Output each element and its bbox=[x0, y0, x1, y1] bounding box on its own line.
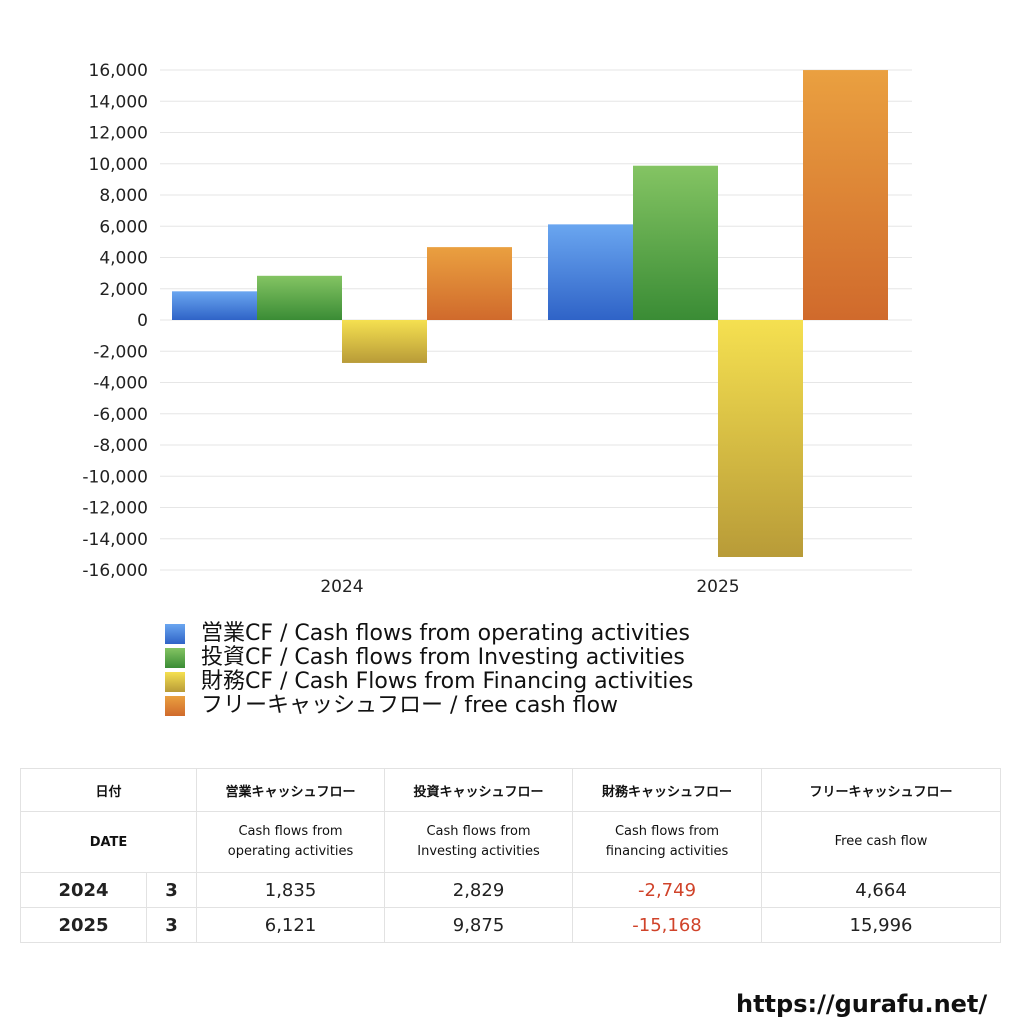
header-investing-ja: 投資キャッシュフロー bbox=[384, 768, 574, 812]
bar-operating-2025 bbox=[548, 224, 633, 320]
y-tick-label: 8,000 bbox=[99, 186, 148, 206]
cash-flow-table: 日付 営業キャッシュフロー 投資キャッシュフロー 財務キャッシュフロー フリーキ… bbox=[19, 768, 1002, 943]
row-year: 2024 bbox=[20, 872, 147, 908]
row-month: 3 bbox=[145, 907, 198, 943]
bar-investing-2025 bbox=[633, 165, 718, 320]
header-date-en: DATE bbox=[19, 811, 198, 873]
legend-item-operating: 営業CF / Cash flows from operating activit… bbox=[165, 622, 693, 646]
bar-financing-2025 bbox=[718, 320, 803, 557]
y-tick-label: 4,000 bbox=[99, 249, 148, 269]
legend-label-operating: 営業CF / Cash flows from operating activit… bbox=[201, 621, 690, 646]
header-financing-en: Cash flows from financing activities bbox=[572, 811, 763, 873]
y-tick-label: -16,000 bbox=[82, 561, 148, 581]
table-row: 2025 3 6,121 9,875 -15,168 15,996 bbox=[20, 907, 1002, 943]
y-tick-label: -8,000 bbox=[93, 436, 148, 456]
y-tick-label: 16,000 bbox=[89, 61, 148, 81]
y-tick-label: 12,000 bbox=[89, 124, 148, 144]
row-operating: 6,121 bbox=[196, 907, 386, 943]
header-investing-en: Cash flows from Investing activities bbox=[384, 811, 574, 873]
header-operating-en: Cash flows from operating activities bbox=[196, 811, 386, 873]
x-axis: 2024 2025 bbox=[320, 577, 739, 597]
y-tick-label: -10,000 bbox=[82, 467, 148, 487]
y-axis: 16,000 14,000 12,000 10,000 8,000 6,000 4,000 2… bbox=[82, 61, 148, 581]
legend-item-free: フリーキャッシュフロー / free cash flow bbox=[165, 694, 693, 718]
legend: 営業CF / Cash flows from operating activit… bbox=[165, 622, 693, 718]
header-free-ja: フリーキャッシュフロー bbox=[761, 768, 1002, 812]
y-tick-label: -14,000 bbox=[82, 530, 148, 550]
bar-financing-2024 bbox=[342, 320, 427, 363]
cash-flow-chart: 16,000 14,000 12,000 10,000 8,000 6,000 4,000 2… bbox=[82, 61, 912, 597]
bar-investing-2024 bbox=[257, 275, 342, 320]
header-financing-ja: 財務キャッシュフロー bbox=[572, 768, 763, 812]
legend-swatch-free bbox=[165, 696, 185, 716]
y-tick-label: 10,000 bbox=[89, 155, 148, 175]
y-tick-label: 14,000 bbox=[89, 92, 148, 112]
y-tick-label: 2,000 bbox=[99, 280, 148, 300]
x-tick-label: 2024 bbox=[320, 577, 363, 597]
legend-swatch-financing bbox=[165, 672, 185, 692]
row-year: 2025 bbox=[20, 907, 147, 943]
y-tick-label: 0 bbox=[137, 311, 148, 331]
header-date-ja: 日付 bbox=[19, 768, 198, 812]
row-free: 15,996 bbox=[761, 907, 1002, 943]
legend-label-financing: 財務CF / Cash Flows from Financing activit… bbox=[201, 669, 694, 694]
y-tick-label: -12,000 bbox=[82, 499, 148, 519]
bars bbox=[172, 70, 888, 557]
row-month: 3 bbox=[145, 872, 198, 908]
table-row: 2024 3 1,835 2,829 -2,749 4,664 bbox=[20, 872, 1002, 908]
y-tick-label: -2,000 bbox=[93, 342, 148, 362]
row-investing: 2,829 bbox=[384, 872, 574, 908]
site-url: https://gurafu.net/ bbox=[736, 990, 988, 1018]
bar-free-2025 bbox=[803, 70, 888, 320]
y-tick-label: -6,000 bbox=[93, 405, 148, 425]
x-tick-label: 2025 bbox=[696, 577, 739, 597]
row-operating: 1,835 bbox=[196, 872, 386, 908]
legend-swatch-operating bbox=[165, 624, 185, 644]
row-financing: -2,749 bbox=[572, 872, 763, 908]
bar-free-2024 bbox=[427, 247, 512, 320]
header-operating-ja: 営業キャッシュフロー bbox=[196, 768, 386, 812]
legend-label-free: フリーキャッシュフロー / free cash flow bbox=[201, 693, 619, 718]
row-free: 4,664 bbox=[761, 872, 1002, 908]
legend-item-investing: 投資CF / Cash flows from Investing activit… bbox=[165, 646, 693, 670]
legend-item-financing: 財務CF / Cash Flows from Financing activit… bbox=[165, 670, 693, 694]
legend-label-investing: 投資CF / Cash flows from Investing activit… bbox=[201, 645, 685, 670]
legend-swatch-investing bbox=[165, 648, 185, 668]
row-financing: -15,168 bbox=[572, 907, 763, 943]
row-investing: 9,875 bbox=[384, 907, 574, 943]
y-tick-label: -4,000 bbox=[93, 374, 148, 394]
bar-operating-2024 bbox=[172, 291, 257, 320]
header-free-en: Free cash flow bbox=[761, 811, 1002, 873]
y-tick-label: 6,000 bbox=[99, 217, 148, 237]
